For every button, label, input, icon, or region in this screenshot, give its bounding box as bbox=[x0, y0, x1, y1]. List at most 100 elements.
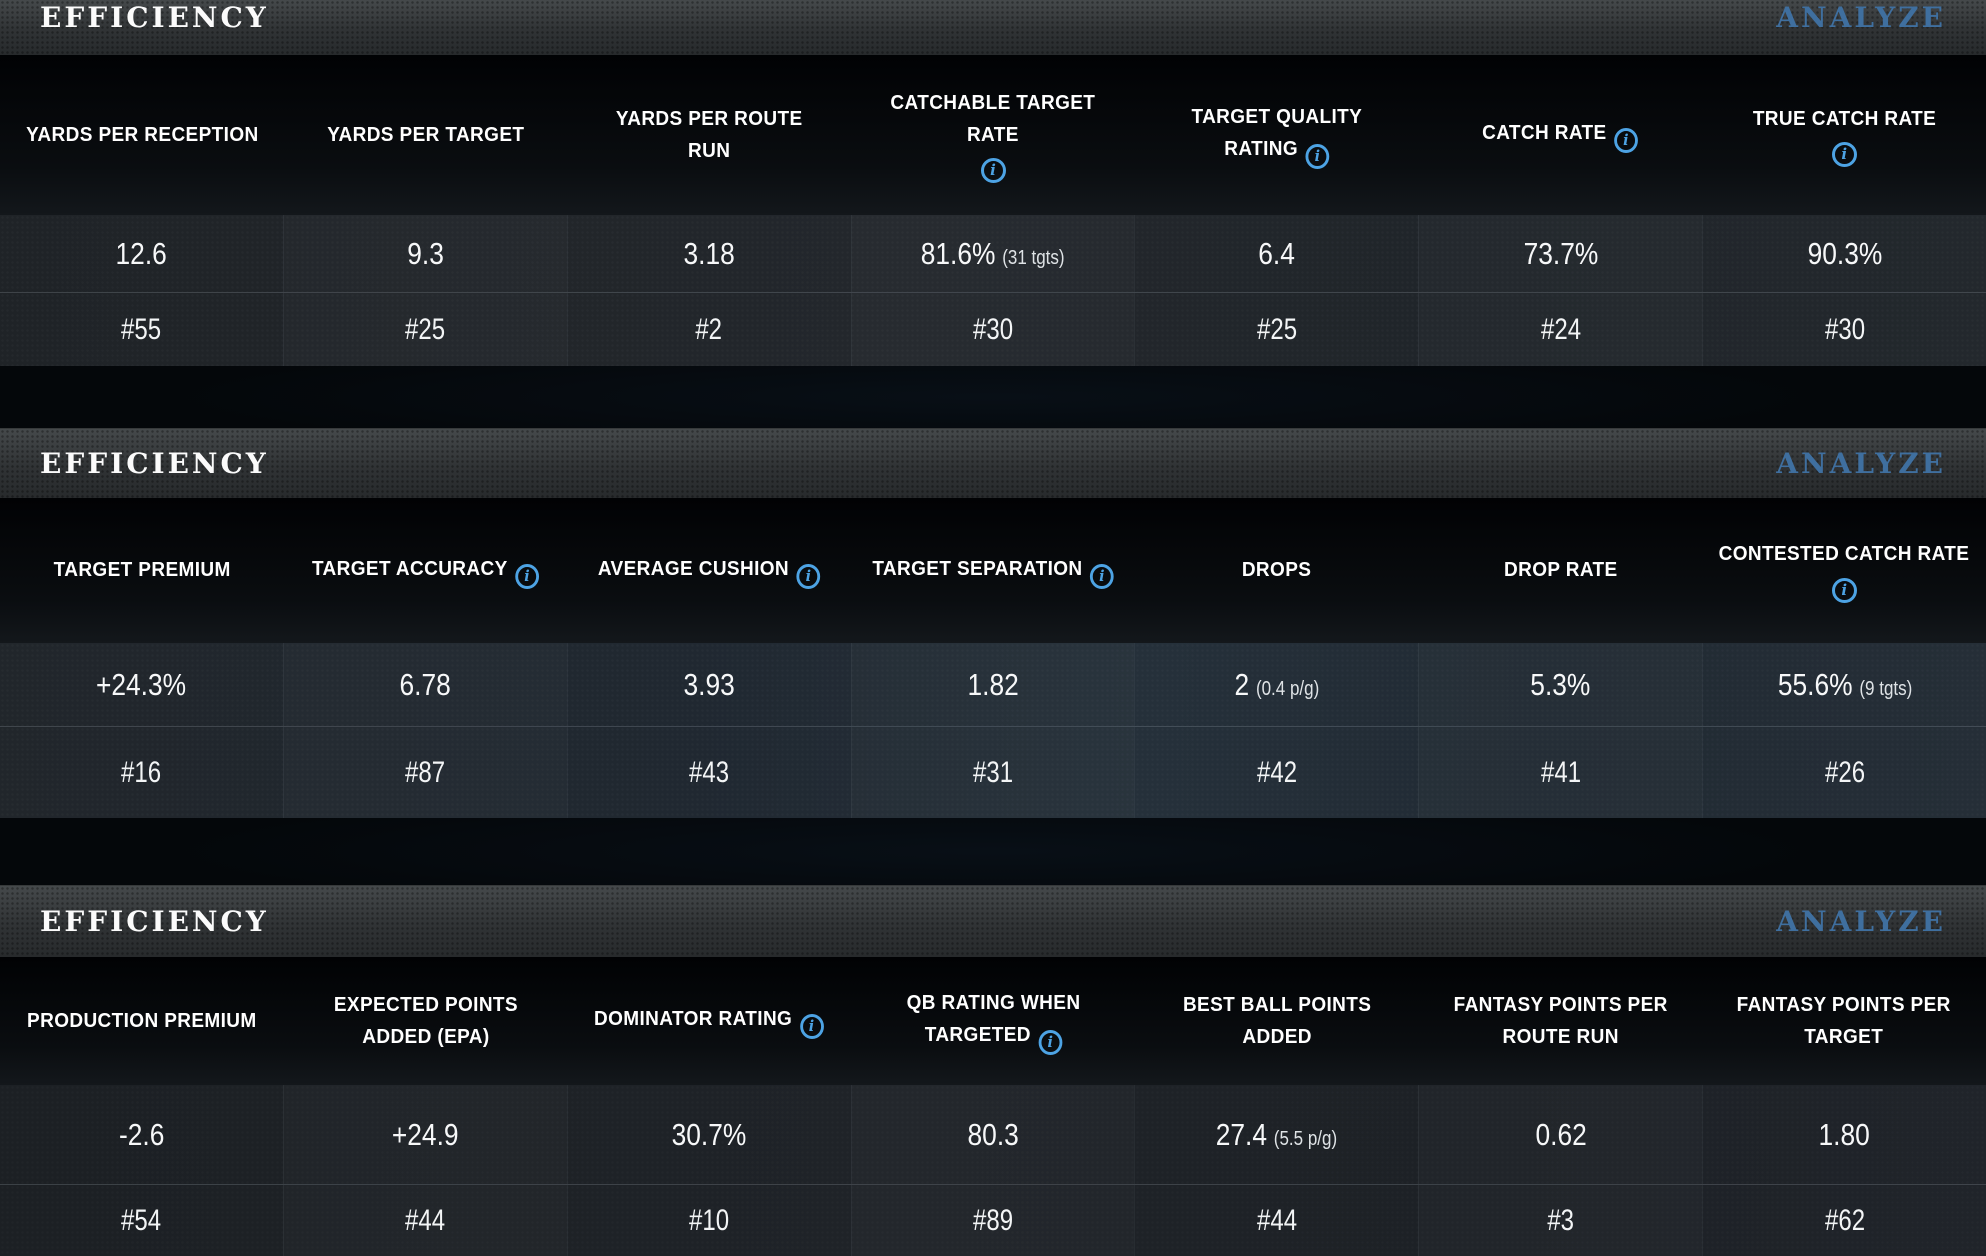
section-gap bbox=[0, 366, 1986, 428]
column-header: FANTASY POINTS PER ROUTE RUN bbox=[1419, 957, 1703, 1085]
section-gap bbox=[0, 818, 1986, 885]
analyze-button[interactable]: ANALYZE bbox=[1776, 447, 1946, 480]
stat-value-cell: 5.3% bbox=[1418, 643, 1702, 726]
stat-rank-cell: #30 bbox=[850, 293, 1135, 366]
stat-rank-cell: #30 bbox=[1702, 293, 1986, 366]
column-header: QB RATING WHEN TARGETED i bbox=[851, 957, 1135, 1085]
ranks-row: #54 #44 #10 #89 #44 #3 #62 bbox=[0, 1184, 1986, 1256]
column-header: TRUE CATCH RATE i bbox=[1702, 55, 1986, 215]
column-header-label: EXPECTED POINTS ADDED (EPA) bbox=[333, 993, 518, 1048]
column-headers-row: TARGET PREMIUM TARGET ACCURACY i AVERAGE CU… bbox=[0, 498, 1986, 643]
stat-value-cell: 9.3 bbox=[282, 215, 567, 292]
info-icon[interactable]: i bbox=[515, 563, 540, 589]
column-header: TARGET QUALITY RATING i bbox=[1135, 55, 1419, 215]
column-header-label: TRUE CATCH RATE bbox=[1752, 107, 1936, 130]
analyze-button[interactable]: ANALYZE bbox=[1776, 1, 1946, 34]
column-header-label: DROP RATE bbox=[1503, 559, 1618, 582]
column-header: YARDS PER TARGET bbox=[284, 55, 568, 215]
stat-value-cell: 12.6 bbox=[0, 215, 283, 292]
stat-value: 81.6% bbox=[921, 235, 996, 271]
column-header: BEST BALL POINTS ADDED bbox=[1135, 957, 1419, 1085]
stat-value-cell: -2.6 bbox=[0, 1085, 283, 1184]
analyze-button[interactable]: ANALYZE bbox=[1776, 905, 1946, 938]
stat-value: 3.18 bbox=[683, 235, 735, 271]
column-header-label: TARGET SEPARATION bbox=[872, 557, 1083, 580]
column-header: DROP RATE bbox=[1419, 498, 1703, 643]
stat-rank: #16 bbox=[121, 755, 162, 789]
stat-rank-cell: #87 bbox=[282, 727, 567, 818]
section-title: EFFICIENCY bbox=[40, 447, 269, 480]
info-icon[interactable]: i bbox=[1090, 563, 1114, 589]
efficiency-section: EFFICIENCY ANALYZE PRODUCTION PREMIUM EXPEC… bbox=[0, 885, 1986, 1256]
stat-rank-cell: #25 bbox=[1134, 293, 1418, 366]
column-header-label: CATCHABLE TARGET RATE bbox=[890, 91, 1096, 146]
stat-rank: #54 bbox=[121, 1203, 162, 1237]
stat-rank-cell: #54 bbox=[0, 1185, 283, 1256]
stat-rank-cell: #42 bbox=[1134, 727, 1418, 818]
stat-value: 1.80 bbox=[1818, 1116, 1871, 1152]
stat-rank-cell: #26 bbox=[1702, 727, 1986, 818]
column-header: CATCH RATE i bbox=[1419, 55, 1703, 215]
stat-value-cell: 80.3 bbox=[850, 1085, 1135, 1184]
section-title: EFFICIENCY bbox=[40, 905, 269, 938]
stat-value-cell: 55.6% (9 tgts) bbox=[1702, 643, 1986, 726]
column-headers-row: PRODUCTION PREMIUM EXPECTED POINTS ADDED … bbox=[0, 957, 1986, 1085]
stat-rank: #87 bbox=[405, 755, 446, 789]
column-header-label: FANTASY POINTS PER ROUTE RUN bbox=[1453, 993, 1668, 1048]
values-row: 12.6 9.3 3.18 81.6% (31 tgts) 6.4 73.7% 90.3% bbox=[0, 215, 1986, 292]
stat-value: +24.9 bbox=[391, 1116, 459, 1152]
column-header: CONTESTED CATCH RATE i bbox=[1702, 498, 1986, 643]
stat-rank: #89 bbox=[972, 1203, 1014, 1237]
column-header-label: YARDS PER RECEPTION bbox=[25, 123, 259, 146]
info-icon[interactable]: i bbox=[800, 1014, 825, 1039]
stat-rank: #25 bbox=[405, 312, 446, 346]
stat-rank-cell: #25 bbox=[282, 293, 567, 366]
stat-rank: #44 bbox=[405, 1203, 446, 1237]
stat-value: 3.93 bbox=[683, 666, 735, 702]
stat-value-cell: 6.4 bbox=[1134, 215, 1418, 292]
stat-value: 0.62 bbox=[1535, 1116, 1587, 1152]
stat-rank: #24 bbox=[1540, 312, 1581, 346]
stat-rank-cell: #44 bbox=[282, 1185, 567, 1256]
column-header-label: TARGET PREMIUM bbox=[53, 559, 231, 582]
column-header-label: CATCH RATE bbox=[1482, 122, 1608, 144]
values-row: -2.6 +24.9 30.7% 80.3 27.4 (5.5 p/g) 0.62 1.80 bbox=[0, 1085, 1986, 1184]
info-icon[interactable]: i bbox=[1831, 577, 1857, 603]
column-header: AVERAGE CUSHION i bbox=[567, 498, 851, 643]
column-header-label: QB RATING WHEN TARGETED bbox=[906, 991, 1080, 1047]
column-header-label: YARDS PER TARGET bbox=[326, 123, 525, 146]
stat-value: 2 bbox=[1234, 666, 1250, 702]
stat-rank: #10 bbox=[689, 1203, 730, 1237]
section-title: EFFICIENCY bbox=[40, 1, 269, 34]
stat-value: +24.3% bbox=[96, 666, 187, 702]
info-icon[interactable]: i bbox=[796, 563, 821, 589]
stat-value-cell: 30.7% bbox=[566, 1085, 851, 1184]
info-icon[interactable]: i bbox=[1038, 1030, 1062, 1056]
stat-value-note: (0.4 p/g) bbox=[1255, 677, 1320, 700]
stat-rank: #42 bbox=[1256, 755, 1297, 789]
stat-rank: #55 bbox=[121, 312, 162, 346]
stat-rank-cell: #2 bbox=[566, 293, 851, 366]
column-headers-row: YARDS PER RECEPTION YARDS PER TARGET YARDS… bbox=[0, 55, 1986, 215]
info-icon[interactable]: i bbox=[980, 158, 1006, 184]
info-icon[interactable]: i bbox=[1305, 144, 1330, 170]
stat-rank-cell: #10 bbox=[566, 1185, 851, 1256]
stat-value-note: (5.5 p/g) bbox=[1274, 1127, 1338, 1150]
stat-value: 73.7% bbox=[1523, 235, 1599, 271]
stat-rank: #31 bbox=[972, 755, 1014, 789]
column-header: YARDS PER RECEPTION bbox=[0, 55, 284, 215]
info-icon[interactable]: i bbox=[1831, 142, 1857, 168]
stat-rank-cell: #41 bbox=[1418, 727, 1702, 818]
stat-value: 9.3 bbox=[406, 235, 444, 271]
stat-value-cell: 3.18 bbox=[566, 215, 851, 292]
ranks-row: #55 #25 #2 #30 #25 #24 #30 bbox=[0, 292, 1986, 366]
stat-rank: #3 bbox=[1547, 1203, 1575, 1237]
stat-value-cell: +24.9 bbox=[282, 1085, 567, 1184]
stat-value: 30.7% bbox=[671, 1116, 747, 1152]
column-header: FANTASY POINTS PER TARGET bbox=[1702, 957, 1986, 1085]
stat-rank-cell: #3 bbox=[1418, 1185, 1702, 1256]
column-header-label: BEST BALL POINTS ADDED bbox=[1182, 993, 1371, 1048]
stat-value-cell: 6.78 bbox=[282, 643, 567, 726]
info-icon[interactable]: i bbox=[1614, 128, 1639, 153]
